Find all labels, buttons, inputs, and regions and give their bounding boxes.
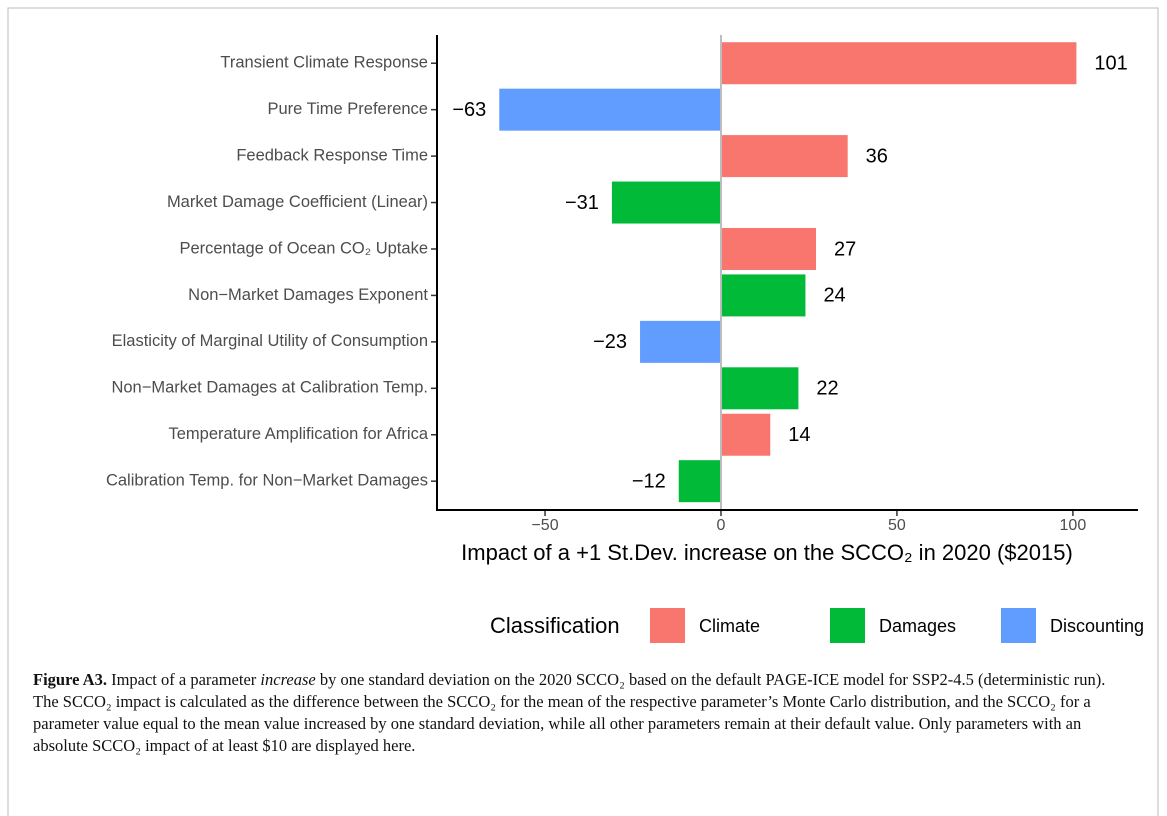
caption-text: by one standard deviation on the 2020 SC…	[33, 670, 1106, 755]
value-label: −12	[632, 470, 666, 492]
y-tick-label: Percentage of Ocean CO₂ Uptake	[179, 239, 428, 257]
y-tick-label: Calibration Temp. for Non−Market Damages	[106, 472, 428, 490]
bar	[720, 227, 817, 270]
x-axis-title: Impact of a +1 St.Dev. increase on the S…	[461, 540, 1073, 565]
legend-label: Discounting	[1050, 616, 1144, 636]
value-label: 22	[816, 378, 838, 400]
legend-label: Climate	[699, 616, 760, 636]
value-label: 36	[866, 145, 888, 167]
y-tick-label: Elasticity of Marginal Utility of Consum…	[112, 332, 428, 350]
x-tick-label: −50	[531, 517, 558, 534]
y-tick-label: Non−Market Damages at Calibration Temp.	[111, 379, 428, 397]
x-tick-label: 50	[888, 517, 906, 534]
legend-key	[650, 608, 685, 643]
legend-title: Classification	[490, 613, 620, 638]
caption: Figure A3. Impact of a parameter increas…	[33, 669, 1133, 757]
y-tick-label: Pure Time Preference	[268, 100, 429, 118]
bar	[499, 88, 721, 131]
caption-emphasis: increase	[260, 670, 316, 689]
bar	[640, 320, 721, 363]
value-label: −63	[452, 99, 486, 121]
bar	[678, 460, 721, 503]
caption-label: Figure A3.	[33, 670, 107, 689]
x-tick-label: 0	[717, 517, 726, 534]
legend-label: Damages	[879, 616, 956, 636]
value-label: 24	[823, 285, 845, 307]
bar	[611, 181, 721, 224]
y-tick-label: Feedback Response Time	[236, 146, 428, 164]
caption-text: Impact of a parameter	[106, 670, 261, 689]
y-tick-label: Transient Climate Response	[220, 54, 428, 72]
y-tick-label: Temperature Amplification for Africa	[168, 425, 428, 443]
bar	[720, 367, 799, 410]
value-label: 101	[1094, 53, 1127, 75]
bar	[720, 413, 771, 456]
value-label: −23	[593, 331, 627, 353]
bar	[720, 42, 1077, 85]
value-label: −31	[565, 192, 599, 214]
value-label: 14	[788, 424, 810, 446]
y-tick-label: Market Damage Coefficient (Linear)	[167, 193, 428, 211]
bar	[720, 135, 848, 178]
bar	[720, 274, 806, 317]
y-tick-label: Non−Market Damages Exponent	[188, 286, 428, 304]
figure-border	[7, 7, 1159, 816]
value-label: 27	[834, 238, 856, 260]
x-tick-label: 100	[1060, 517, 1087, 534]
legend-key	[1001, 608, 1036, 643]
legend-key	[830, 608, 865, 643]
